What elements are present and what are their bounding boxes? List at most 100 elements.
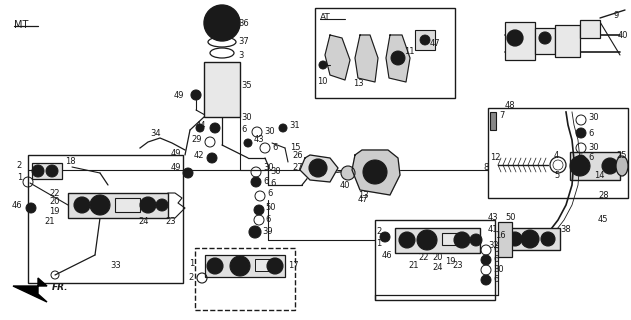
Circle shape [156,199,168,211]
Circle shape [74,197,90,213]
Text: 19: 19 [445,258,456,267]
Circle shape [309,159,327,177]
Circle shape [244,139,252,147]
Bar [415,30,435,50]
Circle shape [204,5,240,41]
Text: 42: 42 [194,151,204,161]
Text: 21: 21 [45,218,55,227]
Text: 43: 43 [254,135,264,145]
Circle shape [191,90,201,100]
Text: 38: 38 [560,226,571,235]
Text: 19: 19 [49,207,60,217]
Text: 8: 8 [483,164,488,172]
Text: 30: 30 [263,164,274,172]
Text: 6: 6 [588,154,593,163]
Text: 37: 37 [238,37,249,46]
Circle shape [267,258,283,274]
Circle shape [508,232,522,246]
Text: 6: 6 [263,178,268,187]
Circle shape [539,32,551,44]
Text: 13: 13 [358,190,369,199]
Circle shape [26,203,36,213]
Text: 45: 45 [598,215,608,225]
Ellipse shape [616,156,628,176]
Circle shape [207,258,223,274]
Bar [68,193,168,218]
Text: 43: 43 [488,212,498,221]
Text: 1: 1 [189,260,194,268]
Text: 35: 35 [241,81,252,90]
Text: 6: 6 [493,255,498,265]
Circle shape [507,30,523,46]
Text: 6: 6 [270,179,275,188]
Text: 44: 44 [196,121,206,130]
Text: 39: 39 [262,228,273,236]
Text: 7: 7 [499,110,504,119]
Text: 24: 24 [432,263,442,273]
Text: 30: 30 [241,114,252,123]
Bar [488,108,628,198]
Text: 27: 27 [292,164,303,172]
Text: 12: 12 [490,154,500,163]
Text: 30: 30 [493,266,504,275]
Text: 17: 17 [288,260,298,269]
Circle shape [391,51,405,65]
Text: 40: 40 [618,30,628,39]
Text: 6: 6 [493,276,498,284]
Text: 13: 13 [353,78,363,87]
Bar [375,220,495,300]
Text: 32: 32 [488,241,498,250]
Text: MT: MT [14,20,28,30]
Bar [505,228,560,250]
Ellipse shape [341,166,355,180]
Text: 3: 3 [238,51,244,60]
Text: 1: 1 [17,173,22,182]
Bar [555,25,580,57]
Bar [195,248,295,310]
Circle shape [183,168,193,178]
Circle shape [570,156,590,176]
Text: 29: 29 [191,135,202,145]
Text: FR.: FR. [52,284,69,292]
Text: 28: 28 [598,190,609,199]
Polygon shape [355,35,378,82]
Circle shape [279,124,287,132]
Text: 11: 11 [404,47,415,57]
Text: 26: 26 [292,150,303,159]
Text: 47: 47 [430,38,440,47]
Circle shape [210,11,234,35]
Text: 6: 6 [272,143,278,153]
Text: 31: 31 [289,121,300,130]
Text: 30: 30 [270,167,281,177]
Text: 30: 30 [264,127,274,137]
Text: 15: 15 [290,142,300,151]
Bar [580,20,600,38]
Circle shape [251,177,261,187]
Text: 30: 30 [588,113,599,122]
Circle shape [207,153,217,163]
Text: 49: 49 [170,164,181,172]
Circle shape [454,232,470,248]
Text: 4: 4 [554,150,559,159]
Bar [255,259,277,271]
Circle shape [196,124,204,132]
Bar [505,22,535,60]
Circle shape [363,160,387,184]
Text: 6: 6 [588,129,593,138]
Circle shape [46,165,58,177]
Bar [32,163,62,179]
Text: 33: 33 [110,260,121,269]
Text: 20: 20 [49,197,60,206]
Bar [205,255,285,277]
Circle shape [602,158,618,174]
Circle shape [541,232,555,246]
Circle shape [230,256,250,276]
Circle shape [140,197,156,213]
Text: 22: 22 [49,188,60,197]
Text: 20: 20 [432,253,442,262]
Text: 23: 23 [452,260,463,269]
Circle shape [319,61,327,69]
Text: 24: 24 [138,218,148,227]
Text: 6: 6 [265,215,270,225]
Bar [395,228,480,253]
